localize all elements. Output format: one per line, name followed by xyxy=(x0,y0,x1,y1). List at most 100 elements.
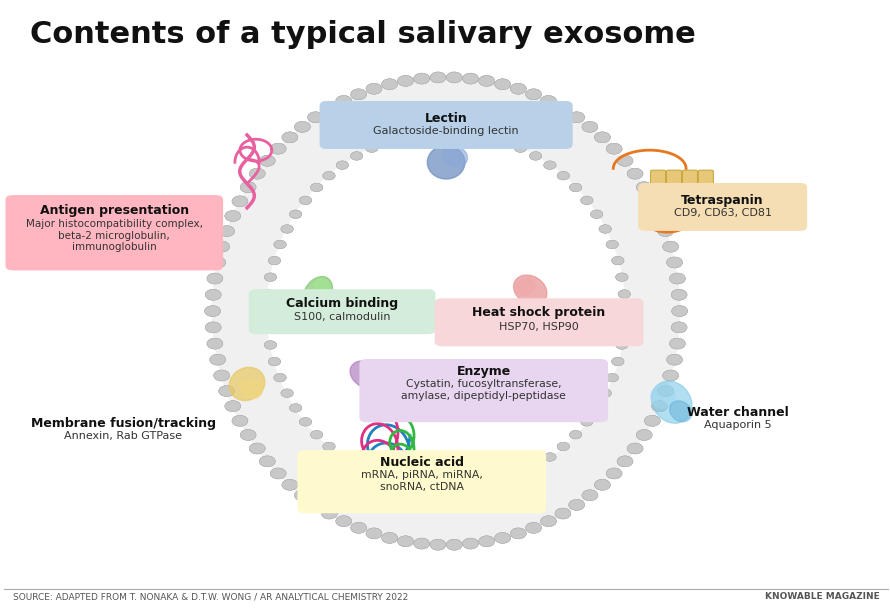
Circle shape xyxy=(205,306,221,317)
Circle shape xyxy=(570,431,582,439)
Circle shape xyxy=(366,528,382,539)
Circle shape xyxy=(398,133,410,142)
Circle shape xyxy=(463,73,479,84)
Circle shape xyxy=(311,431,323,439)
Circle shape xyxy=(351,462,363,470)
Circle shape xyxy=(321,508,337,519)
Ellipse shape xyxy=(364,369,384,387)
Circle shape xyxy=(540,96,556,106)
Circle shape xyxy=(415,484,427,493)
Circle shape xyxy=(225,210,241,221)
Circle shape xyxy=(225,401,241,412)
Circle shape xyxy=(415,129,427,138)
Circle shape xyxy=(268,357,280,366)
Circle shape xyxy=(669,273,685,284)
Text: Nucleic acid: Nucleic acid xyxy=(380,456,464,469)
Circle shape xyxy=(262,290,274,298)
Circle shape xyxy=(590,404,603,412)
Circle shape xyxy=(636,429,652,440)
Circle shape xyxy=(430,72,446,83)
Circle shape xyxy=(261,307,273,315)
Circle shape xyxy=(219,386,235,396)
Circle shape xyxy=(281,224,294,233)
Circle shape xyxy=(382,533,398,544)
Circle shape xyxy=(644,196,660,207)
Circle shape xyxy=(432,128,444,137)
Circle shape xyxy=(274,373,287,382)
Circle shape xyxy=(289,210,302,218)
Circle shape xyxy=(351,89,367,100)
Circle shape xyxy=(463,73,479,84)
Text: HSP70, HSP90: HSP70, HSP90 xyxy=(499,323,578,332)
Circle shape xyxy=(366,84,382,94)
Circle shape xyxy=(382,137,393,146)
Circle shape xyxy=(627,443,643,454)
Circle shape xyxy=(514,144,527,152)
Text: beta-2 microglobulin,: beta-2 microglobulin, xyxy=(59,231,170,241)
Circle shape xyxy=(544,453,556,461)
Circle shape xyxy=(321,508,337,519)
Circle shape xyxy=(282,132,298,143)
Circle shape xyxy=(479,536,495,547)
Circle shape xyxy=(658,386,674,396)
Circle shape xyxy=(299,196,312,204)
Circle shape xyxy=(210,354,226,365)
Circle shape xyxy=(617,156,633,167)
Circle shape xyxy=(599,224,611,233)
Circle shape xyxy=(289,210,302,218)
Circle shape xyxy=(463,538,479,549)
Circle shape xyxy=(611,256,624,265)
Circle shape xyxy=(382,476,393,484)
Circle shape xyxy=(557,171,570,180)
Circle shape xyxy=(214,370,230,381)
Circle shape xyxy=(636,182,652,193)
Circle shape xyxy=(616,341,628,349)
Circle shape xyxy=(627,168,643,179)
Circle shape xyxy=(382,137,393,146)
Circle shape xyxy=(667,354,683,365)
Circle shape xyxy=(366,470,378,478)
Circle shape xyxy=(259,156,275,167)
Circle shape xyxy=(618,290,630,298)
Circle shape xyxy=(210,354,226,365)
Circle shape xyxy=(671,322,687,333)
Circle shape xyxy=(672,306,688,317)
Circle shape xyxy=(205,306,221,317)
Circle shape xyxy=(495,533,511,544)
Circle shape xyxy=(336,453,349,461)
Circle shape xyxy=(232,196,248,207)
Circle shape xyxy=(351,89,367,100)
Circle shape xyxy=(271,468,286,479)
Text: Enzyme: Enzyme xyxy=(457,365,511,378)
Circle shape xyxy=(366,144,378,152)
Circle shape xyxy=(262,324,274,332)
Circle shape xyxy=(580,196,593,204)
Circle shape xyxy=(651,210,668,221)
Circle shape xyxy=(495,533,511,544)
Circle shape xyxy=(616,341,628,349)
Circle shape xyxy=(308,112,324,123)
Circle shape xyxy=(207,273,222,284)
Circle shape xyxy=(611,256,624,265)
Circle shape xyxy=(210,257,226,268)
Circle shape xyxy=(479,536,495,547)
Circle shape xyxy=(582,121,598,132)
Circle shape xyxy=(249,168,265,179)
FancyBboxPatch shape xyxy=(638,183,807,231)
Circle shape xyxy=(262,290,274,298)
Circle shape xyxy=(590,210,603,218)
Circle shape xyxy=(398,76,414,86)
Circle shape xyxy=(510,528,526,539)
Circle shape xyxy=(570,431,582,439)
Circle shape xyxy=(569,112,585,123)
Circle shape xyxy=(644,415,660,426)
Text: Galactoside-binding lectin: Galactoside-binding lectin xyxy=(373,126,519,136)
Circle shape xyxy=(268,256,280,265)
Circle shape xyxy=(281,389,294,397)
Circle shape xyxy=(446,72,462,83)
Circle shape xyxy=(398,76,414,86)
Text: KNOWABLE MAGAZINE: KNOWABLE MAGAZINE xyxy=(765,592,879,601)
Circle shape xyxy=(570,183,582,192)
Ellipse shape xyxy=(514,275,546,304)
Circle shape xyxy=(261,307,273,315)
